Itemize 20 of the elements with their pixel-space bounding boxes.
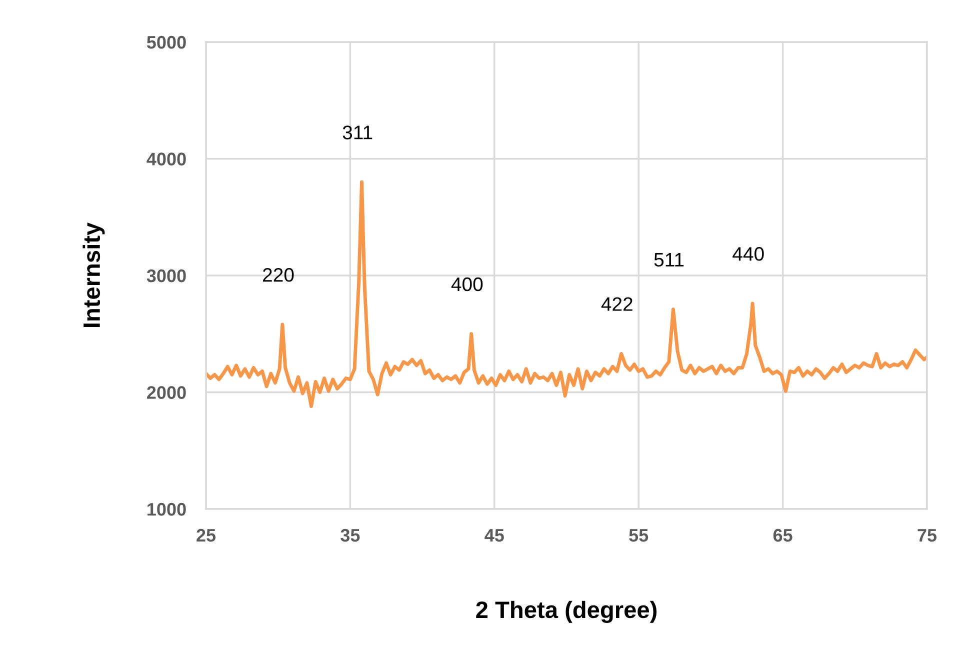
y-tick-label: 5000 [146,36,186,49]
annotation: 511 [654,253,684,267]
annotation: 311 [342,126,372,140]
annotation: 440 [732,247,764,261]
line-series [206,180,927,408]
y-axis-title: Internsity [82,222,105,328]
x-tick-label: 75 [918,529,937,542]
x-axis-title: 2 Theta (degree) [476,600,657,623]
annotation: 422 [601,297,632,311]
x-tick-label: 55 [629,529,648,542]
x-tick-label: 45 [484,529,504,542]
annotation: 400 [451,277,483,292]
y-tick-label: 3000 [146,269,186,282]
x-tick-label: 35 [340,528,360,542]
x-tick-label: 65 [773,528,792,542]
y-tick-label: 2000 [147,386,186,399]
y-tick-label: 1000 [148,502,186,516]
annotation: 220 [263,268,294,282]
y-tick-label: 4000 [146,152,186,166]
x-tick-label: 25 [196,528,216,542]
